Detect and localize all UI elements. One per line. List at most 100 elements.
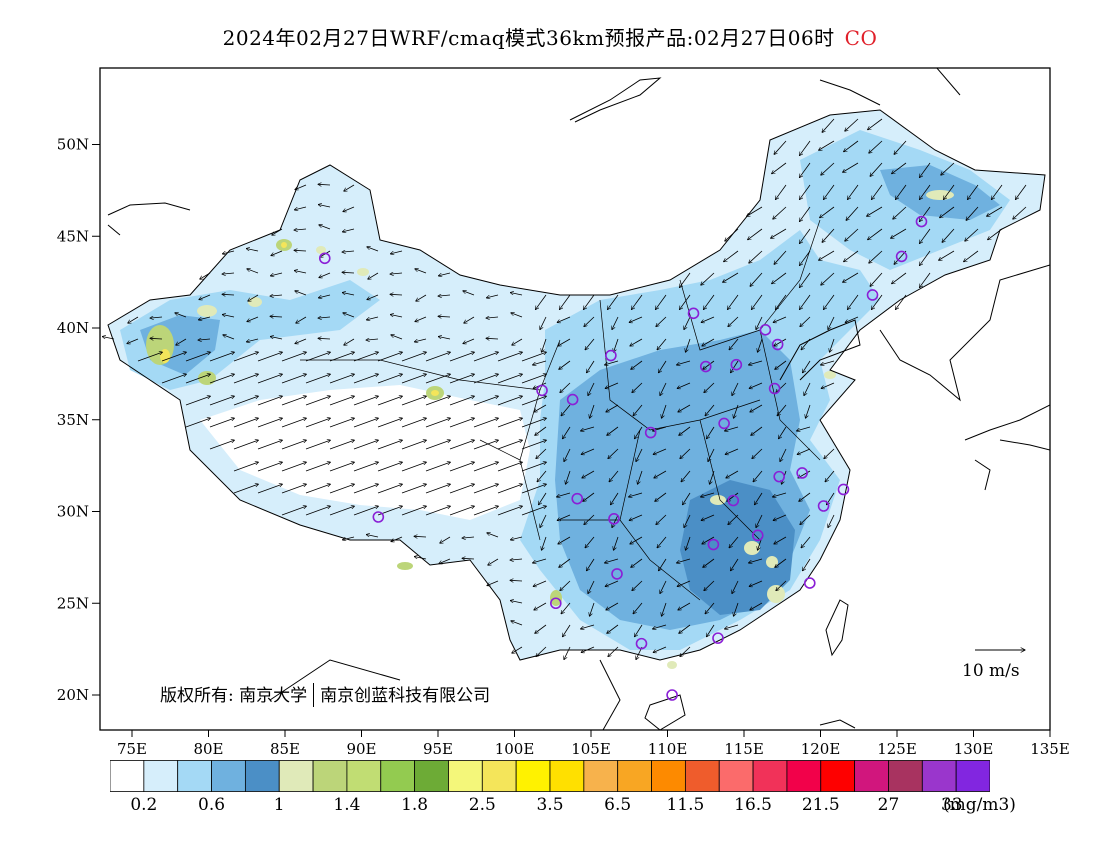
- wind-arrow: [756, 514, 763, 528]
- wind-arrow: [776, 382, 787, 393]
- colorbar-label: 0.6: [198, 795, 226, 815]
- wind-arrow: [305, 440, 330, 450]
- lon-tick-label: 115E: [724, 740, 764, 758]
- wind-arrow: [416, 294, 427, 301]
- wind-arrow: [892, 162, 907, 174]
- colorbar-swatch: [177, 760, 212, 792]
- wind-arrow: [799, 206, 811, 222]
- colorbar-swatch: [752, 760, 788, 792]
- wind-arrow: [800, 316, 811, 327]
- colorbar-swatch: [854, 760, 889, 792]
- wind-arrow: [637, 470, 643, 484]
- wind-arrow: [560, 382, 571, 393]
- wind-arrow: [449, 440, 474, 450]
- station-marker: [773, 470, 785, 483]
- wind-arrow: [679, 294, 691, 310]
- wind-arrow: [892, 272, 907, 284]
- wind-arrow: [449, 396, 474, 406]
- map-frame: [99, 67, 1051, 731]
- wind-arrow: [390, 315, 403, 318]
- wind-arrow: [844, 250, 859, 262]
- wind-arrow: [535, 624, 547, 633]
- wind-arrow: [1015, 184, 1027, 200]
- wind-arrow: [702, 338, 715, 346]
- wind-arrow: [677, 360, 691, 365]
- hotspot-guangdong: [767, 585, 785, 603]
- wind-arrow: [391, 335, 403, 340]
- wind-arrow: [775, 360, 787, 369]
- station-marker: [611, 568, 623, 580]
- wind-arrow: [318, 294, 331, 298]
- wind-arrow: [632, 382, 643, 393]
- wind-arrow: [353, 462, 378, 472]
- wind-arrow: [894, 250, 907, 264]
- wind-arrow: [510, 601, 523, 604]
- wind-arrow: [829, 338, 835, 352]
- wind-arrow: [605, 580, 619, 586]
- wind-arrow: [588, 580, 595, 594]
- copyright-left: 版权所有: 南京大学: [160, 686, 308, 706]
- wind-arrow: [588, 382, 595, 396]
- wind-arrow: [318, 184, 331, 185]
- wind-arrow: [677, 580, 691, 586]
- wind-arrow: [732, 382, 739, 396]
- wind-arrow: [773, 492, 787, 497]
- wind-arrow: [415, 316, 427, 322]
- wind-arrow: [185, 374, 210, 384]
- wind-arrow: [701, 492, 715, 497]
- wind-arrow: [583, 492, 595, 501]
- wind-arrow: [353, 484, 378, 494]
- station-marker: [635, 637, 648, 650]
- colorbar-swatch: [921, 760, 957, 792]
- wind-arrow: [919, 184, 931, 200]
- wind-arrow: [185, 352, 210, 362]
- wind-arrow: [342, 251, 355, 252]
- wind-arrow: [870, 272, 883, 286]
- hotspot-urumqi-core: [281, 242, 287, 248]
- wind-arrow: [401, 484, 426, 494]
- wind-arrow: [510, 293, 523, 296]
- wind-arrow: [757, 338, 763, 352]
- wind-arrow: [401, 396, 426, 406]
- colorbar-swatch: [786, 760, 822, 792]
- wind-arrow: [632, 580, 643, 591]
- wind-arrow: [294, 250, 307, 251]
- wind-arrow: [319, 272, 331, 278]
- southeast-dense: [680, 480, 795, 615]
- wind-arrow: [845, 228, 859, 241]
- wind-arrow: [533, 558, 547, 563]
- wind-arrow: [343, 206, 355, 212]
- copyright-separator: [313, 683, 315, 707]
- wind-arrow: [895, 184, 907, 200]
- wind-arrow: [281, 396, 306, 406]
- wind-arrow: [581, 646, 595, 652]
- wind-arrow: [510, 536, 523, 540]
- station-marker: [712, 632, 724, 644]
- hotspot-turpan: [316, 246, 326, 254]
- wind-arrow: [329, 506, 354, 516]
- wind-arrow: [658, 558, 667, 571]
- colorbar-swatch: [211, 760, 246, 792]
- wind-arrow: [246, 249, 259, 252]
- wind-arrow: [559, 294, 571, 310]
- wind-arrow: [943, 184, 955, 200]
- lake-balkhash: [107, 202, 191, 236]
- wind-arrow: [534, 602, 547, 610]
- wind-arrow: [319, 225, 331, 230]
- lat-tick-label: 25N: [57, 594, 89, 612]
- station-marker: [687, 307, 700, 320]
- station-marker: [730, 358, 743, 371]
- wind-arrow: [870, 162, 883, 176]
- bohai-coast: [779, 319, 861, 381]
- wind-arrow: [894, 140, 907, 154]
- hotspot-hainan: [667, 661, 677, 669]
- wind-arrow: [613, 338, 619, 352]
- wind-arrow: [846, 206, 859, 220]
- wind-arrow: [631, 360, 643, 369]
- wind-arrow: [185, 418, 210, 428]
- wind-arrow: [487, 533, 499, 538]
- wind-arrow: [802, 360, 811, 373]
- wind-arrow: [612, 316, 619, 330]
- wind-arrow: [750, 404, 763, 412]
- station-markers: [318, 215, 928, 701]
